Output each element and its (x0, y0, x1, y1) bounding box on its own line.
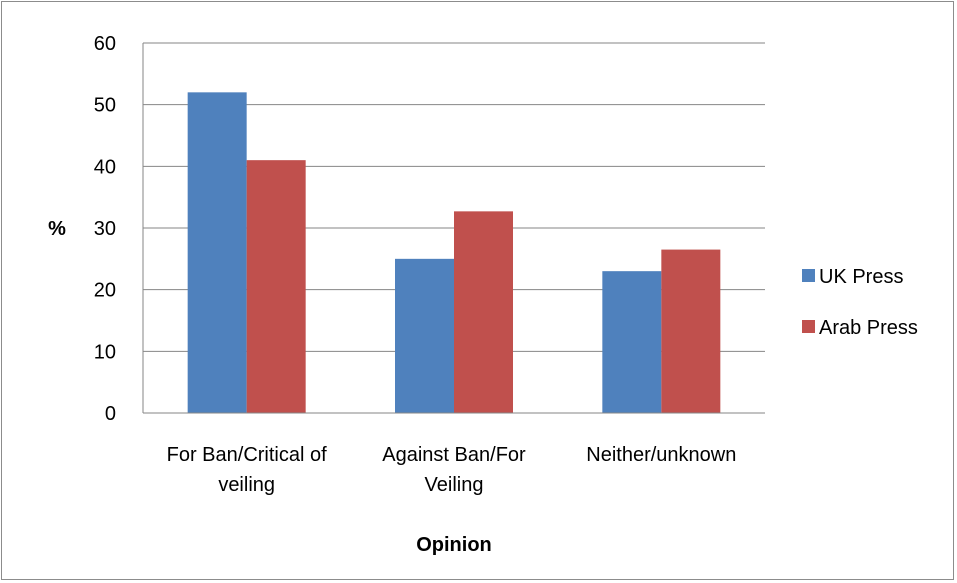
y-axis-title: % (48, 218, 66, 240)
bars (187, 92, 721, 413)
y-tick-label: 50 (94, 95, 116, 117)
x-tick-labels: For Ban/Critical of veiling Against Ban/Fo… (167, 444, 737, 496)
x-tick-label: Veiling (425, 474, 484, 496)
y-tick-label: 40 (94, 156, 116, 178)
x-tick-label: Neither/unknown (586, 444, 736, 466)
bar (661, 249, 721, 413)
bar (395, 258, 454, 413)
x-axis-title: Opinion (416, 534, 492, 556)
y-tick-label: 30 (94, 218, 116, 240)
legend-label: UK Press (819, 266, 903, 288)
x-tick-label: veiling (218, 474, 275, 496)
x-tick-label: For Ban/Critical of (167, 444, 327, 466)
y-tick-label: 20 (94, 280, 116, 302)
legend-swatch (802, 320, 815, 333)
bar (187, 92, 247, 413)
y-tick-label: 0 (105, 403, 116, 425)
y-tick-label: 10 (94, 341, 116, 363)
y-tick-label: 60 (94, 33, 116, 55)
legend-swatch (802, 269, 815, 282)
bar (246, 160, 306, 413)
bar (602, 271, 662, 413)
legend: UK Press Arab Press (802, 266, 918, 339)
legend-label: Arab Press (819, 317, 918, 339)
x-tick-label: Against Ban/For (382, 444, 526, 466)
bar (454, 211, 513, 413)
y-tick-labels: 0 10 20 30 40 50 60 (94, 33, 116, 425)
